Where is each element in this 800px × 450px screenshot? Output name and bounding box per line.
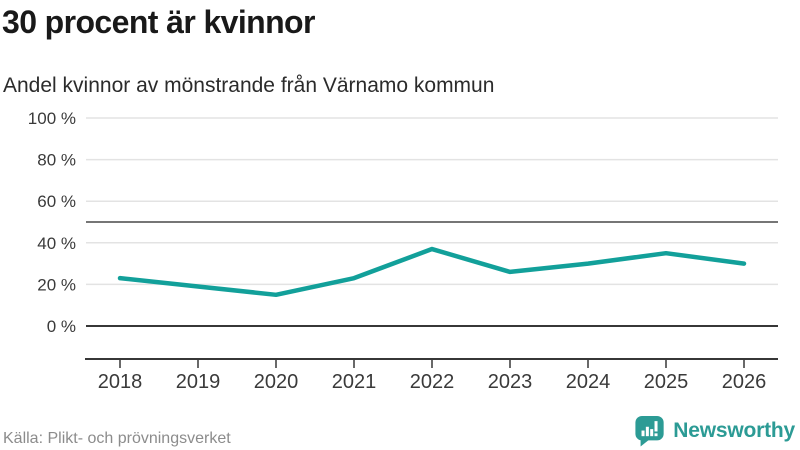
x-tick-label: 2022 (410, 371, 455, 393)
trend-line (117, 246, 747, 298)
x-tick-label: 2021 (332, 371, 377, 393)
brand-wordmark: Newsworthy (673, 419, 795, 442)
x-tick-label: 2020 (254, 371, 299, 393)
x-tick-label: 2023 (488, 371, 533, 393)
series-andel-kvinnor-av-mönstrande (117, 246, 747, 298)
y-tick-labels: 0 % 20 % 40 % 60 % 80 % 100 % (28, 109, 76, 336)
y-tick-label: 20 % (37, 275, 76, 294)
x-tick-label: 2025 (644, 371, 689, 393)
y-tick-label: 0 % (47, 317, 76, 336)
y-gridlines (86, 117, 778, 327)
x-axis (85, 358, 778, 368)
bar-chart-speech-bubble-icon (635, 415, 664, 447)
x-tick-labels: 2018 2019 2020 2021 2022 2023 2024 2025 2026 (98, 371, 767, 393)
y-tick-label: 80 % (37, 151, 76, 170)
y-tick-label: 60 % (37, 192, 76, 211)
source-note: Källa: Plikt- och prövningsverket (3, 430, 231, 447)
y-tick-label: 100 % (28, 109, 76, 128)
newsworthy-logo: Newsworthy (634, 414, 795, 448)
x-tick-label: 2018 (98, 371, 143, 393)
y-tick-label: 40 % (37, 234, 76, 253)
x-tick-label: 2019 (176, 371, 221, 393)
x-tick-label: 2024 (566, 371, 611, 393)
chart-title: 30 procent är kvinnor (2, 4, 315, 40)
chart-subtitle: Andel kvinnor av mönstrande från Värnamo… (3, 74, 495, 97)
x-tick-label: 2026 (722, 371, 767, 393)
